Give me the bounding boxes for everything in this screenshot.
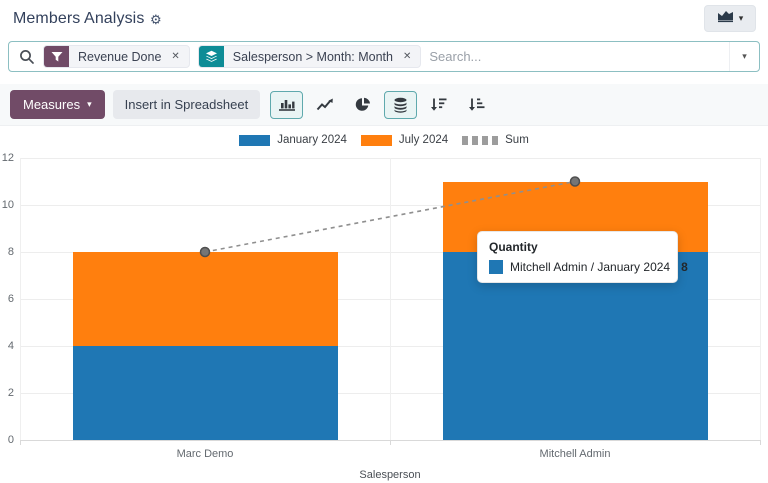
pie-chart-icon — [355, 97, 370, 111]
bar-chart-button[interactable] — [270, 90, 304, 119]
y-axis-tick-label: 10 — [1, 199, 14, 211]
layers-icon — [198, 46, 224, 67]
filter-icon — [44, 46, 69, 67]
x-axis-label: Mitchell Admin — [539, 448, 611, 460]
chart-tooltip: Quantity Mitchell Admin / January 2024 8 — [477, 231, 688, 283]
legend-swatch — [239, 134, 271, 146]
x-axis-title: Salesperson — [359, 469, 421, 481]
view-switcher-button[interactable]: ▾ — [704, 5, 756, 32]
gridline — [390, 158, 391, 440]
y-axis-tick-label: 2 — [7, 387, 14, 399]
y-axis-tick-label: 12 — [1, 152, 14, 164]
axis-tick — [390, 440, 391, 445]
bar-segment[interactable] — [72, 346, 338, 440]
bar-segment[interactable] — [442, 252, 708, 440]
line-chart-icon — [316, 98, 333, 111]
sum-point-marker — [569, 176, 581, 187]
sort-desc-icon — [431, 98, 447, 111]
legend-item-january[interactable]: January 2024 — [239, 134, 347, 146]
legend-item-july[interactable]: July 2024 — [360, 134, 449, 146]
legend-label: Sum — [505, 134, 529, 146]
facet-filter-remove-icon[interactable]: ✕ — [171, 51, 180, 62]
legend-item-sum[interactable]: Sum — [462, 134, 529, 146]
legend-label: January 2024 — [277, 134, 347, 146]
stacked-toggle-button[interactable] — [384, 90, 418, 119]
measures-button[interactable]: Measures ▾ — [10, 90, 105, 119]
bar-segment[interactable] — [72, 252, 338, 346]
x-axis-label: Marc Demo — [176, 448, 234, 460]
sort-ascending-button[interactable] — [460, 91, 493, 119]
plot-area: 0 2 4 6 8 10 12 Marc Demo Mitchell Admin — [2, 152, 761, 460]
sum-point-marker — [199, 246, 211, 258]
facet-filter-label: Revenue Done — [78, 49, 162, 64]
tooltip-series-label: Mitchell Admin / January 2024 — [510, 260, 671, 274]
control-panel-toolbar: Measures ▾ Insert in Spreadsheet — [0, 84, 768, 126]
tooltip-title: Quantity — [489, 240, 538, 254]
page-title: Members Analysis — [13, 10, 145, 27]
sort-descending-button[interactable] — [422, 91, 455, 119]
pie-chart-button[interactable] — [346, 91, 379, 119]
search-bar[interactable]: Revenue Done ✕ Salesperson > Month: Mont… — [8, 41, 760, 72]
search-dropdown-caret-icon[interactable]: ▾ — [729, 42, 759, 71]
gridline — [760, 158, 761, 440]
facet-groupby-label: Salesperson > Month: Month — [232, 49, 393, 64]
chart-legend: January 2024 July 2024 Sum — [0, 134, 768, 146]
y-axis-tick-label: 4 — [7, 340, 14, 352]
facet-groupby-remove-icon[interactable]: ✕ — [402, 51, 412, 62]
y-axis-tick-label: 8 — [7, 246, 14, 258]
header: Members Analysis ⚙ ▾ — [0, 0, 768, 38]
tooltip-swatch — [489, 260, 503, 274]
chevron-down-icon: ▾ — [87, 99, 92, 109]
gridline — [20, 158, 21, 440]
axis-tick — [760, 440, 761, 445]
axis-tick — [20, 440, 21, 445]
search-input[interactable]: Search... — [429, 49, 482, 64]
legend-swatch-dashed — [462, 135, 499, 145]
gear-icon[interactable]: ⚙ — [150, 12, 162, 27]
bar-chart-icon — [278, 100, 295, 111]
legend-label: July 2024 — [398, 134, 449, 146]
stacked-icon — [394, 97, 407, 113]
legend-swatch — [360, 134, 392, 146]
tooltip-row: Mitchell Admin / January 2024 8 — [489, 260, 688, 274]
sort-asc-icon — [469, 98, 485, 111]
sum-line — [199, 176, 581, 258]
line-chart-button[interactable] — [308, 91, 341, 119]
tooltip-value: 8 — [681, 260, 688, 274]
search-icon — [19, 49, 35, 65]
facet-groupby: Salesperson > Month: Month ✕ — [197, 45, 422, 68]
chart-type-button-group — [270, 90, 493, 119]
y-axis-tick-label: 0 — [7, 434, 14, 446]
area-chart-icon — [717, 9, 734, 28]
insert-in-spreadsheet-button[interactable]: Insert in Spreadsheet — [112, 90, 261, 119]
chevron-down-icon: ▾ — [738, 13, 744, 23]
measures-button-label: Measures — [23, 97, 81, 112]
y-axis-tick-label: 6 — [7, 293, 14, 305]
facet-filter: Revenue Done ✕ — [43, 45, 190, 68]
